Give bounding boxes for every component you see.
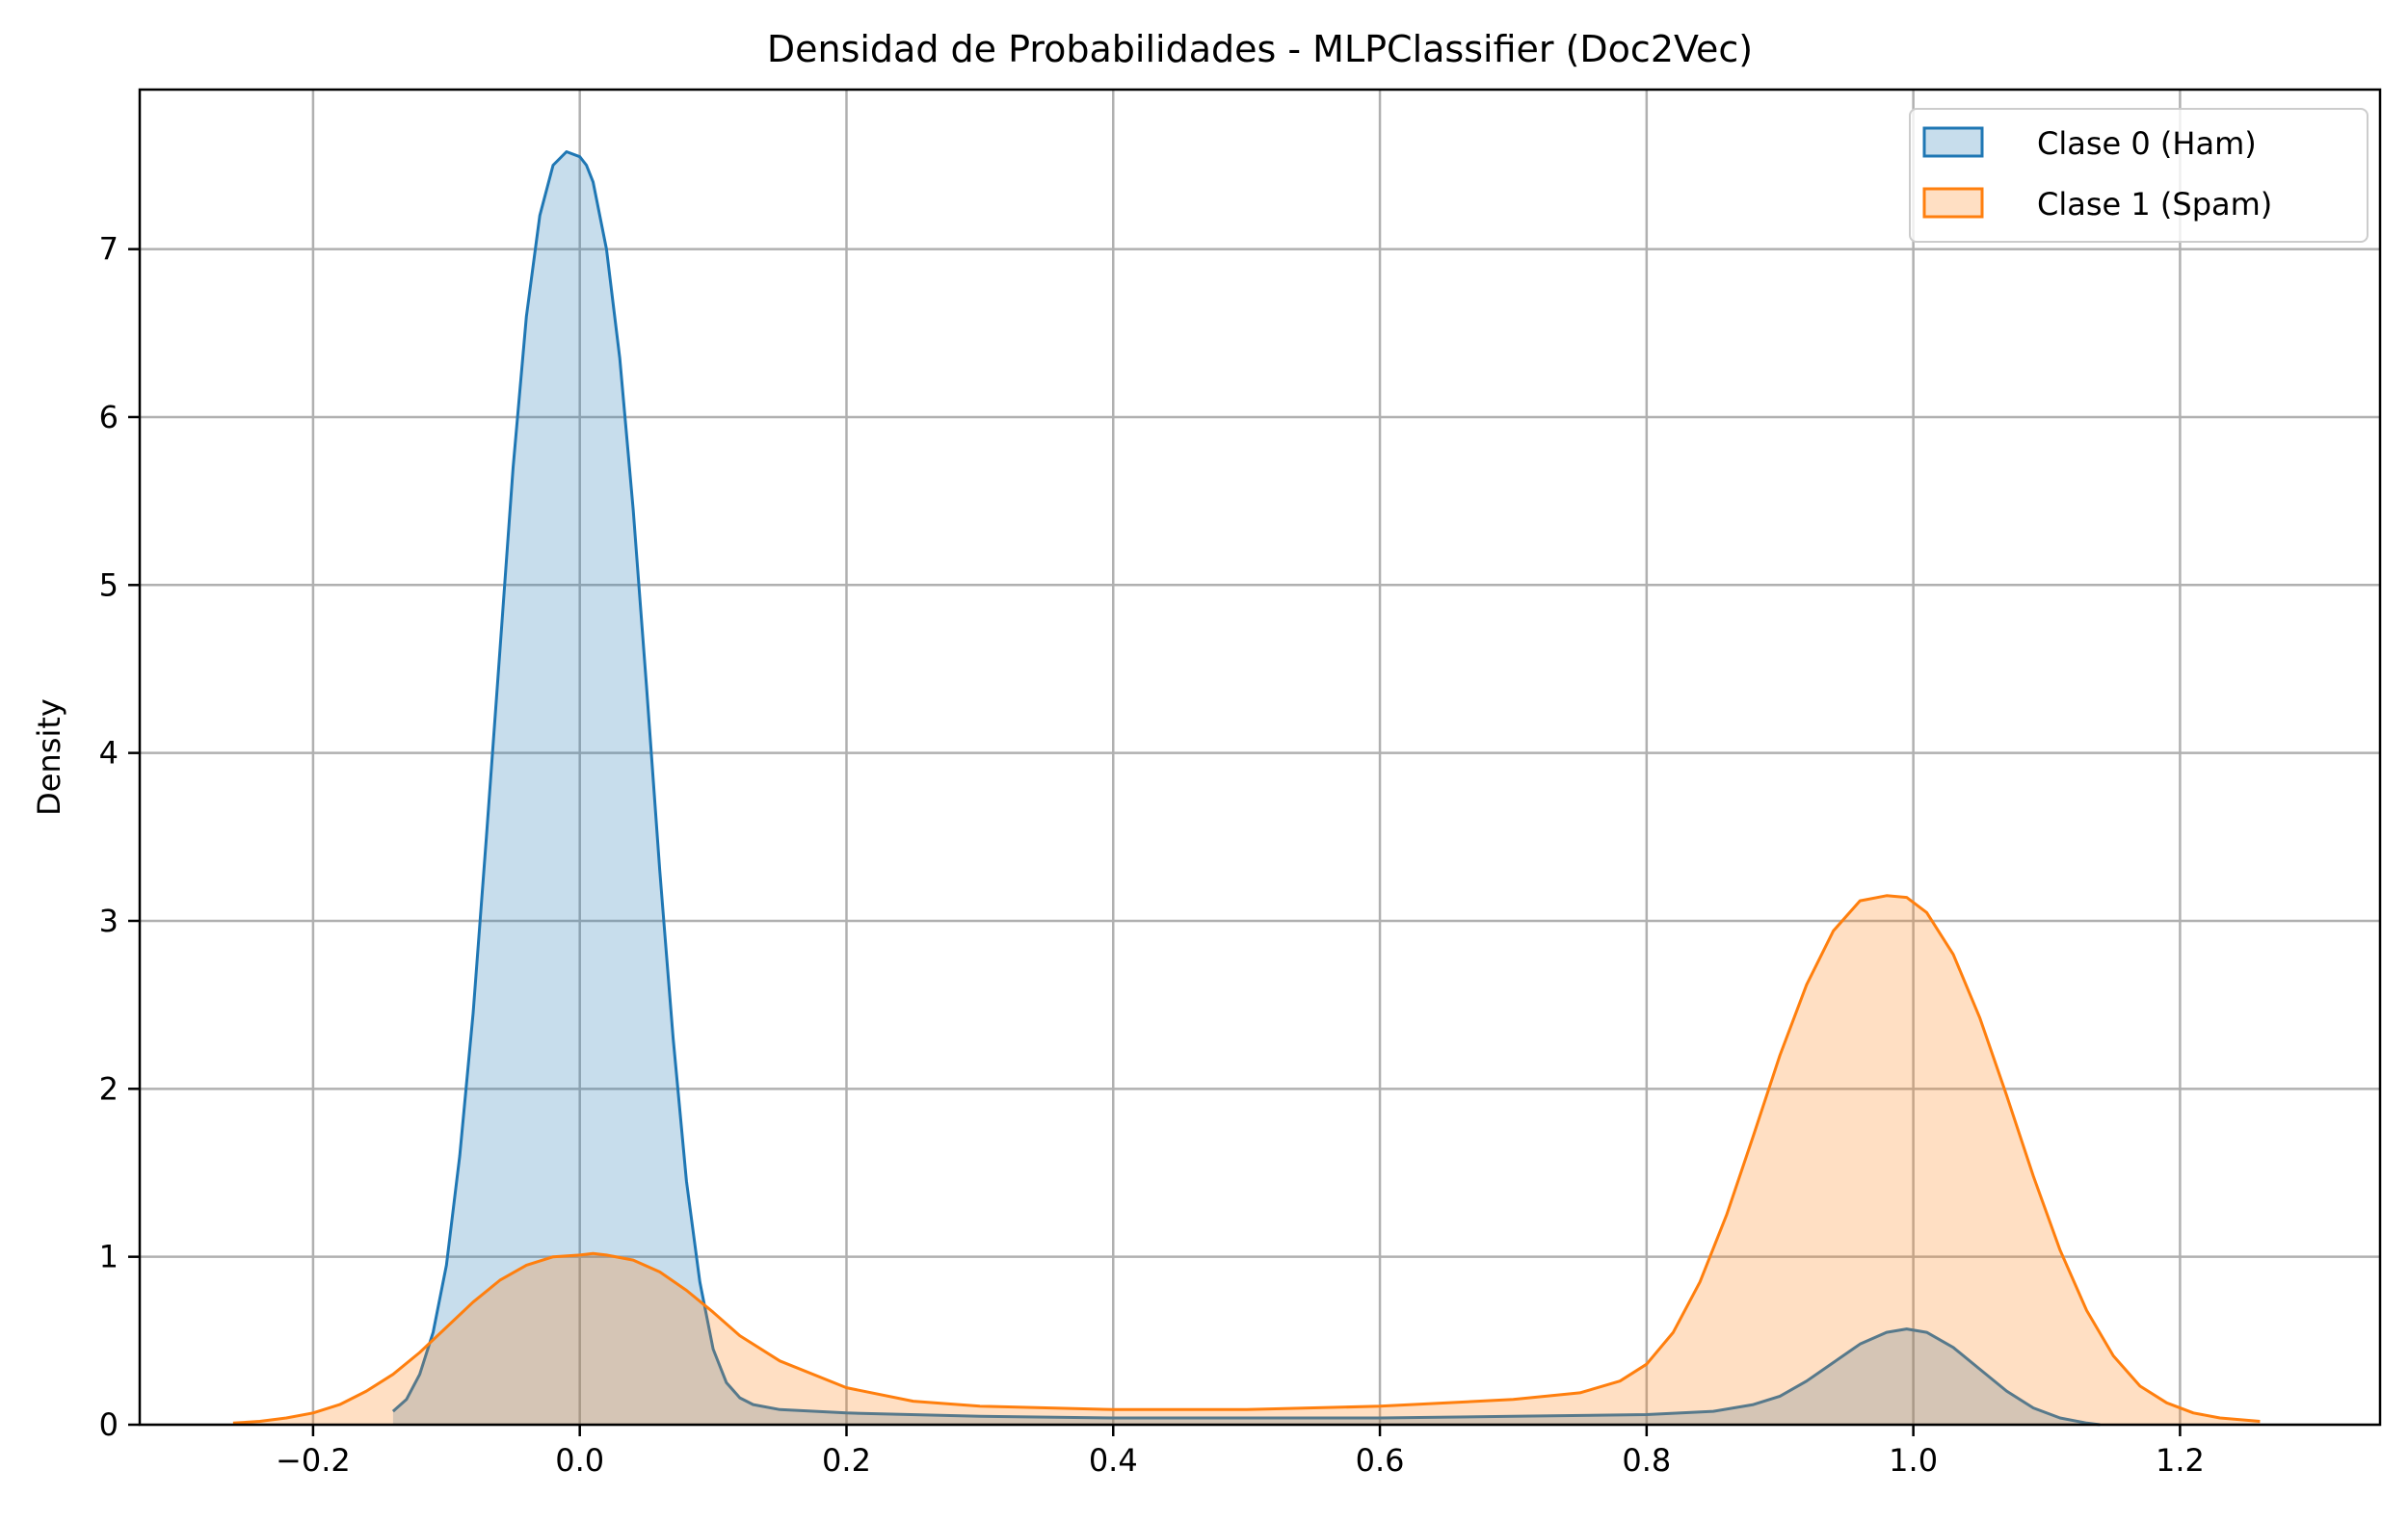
x-tick-label: 0.6 <box>1356 1442 1405 1479</box>
y-axis-label: Density <box>31 698 67 816</box>
y-tick-label: 1 <box>99 1239 119 1275</box>
legend-swatch <box>1922 187 1984 219</box>
y-tick-label: 5 <box>99 566 119 603</box>
series-line-clase-1 <box>232 894 2261 1425</box>
x-tick-label: 0.4 <box>1089 1442 1138 1479</box>
x-tick-label: 0.8 <box>1622 1442 1671 1479</box>
legend-label: Clase 1 (Spam) <box>2037 186 2272 223</box>
density-series <box>232 150 2261 1427</box>
series-area-clase-1 <box>232 895 2261 1425</box>
x-tick-label: −0.2 <box>276 1442 351 1479</box>
x-tick-label: 0.2 <box>822 1442 871 1479</box>
y-tick-label: 2 <box>99 1070 119 1107</box>
y-tick-label: 3 <box>99 903 119 939</box>
x-tick-label: 1.0 <box>1889 1442 1938 1479</box>
y-tick-label: 4 <box>99 735 119 772</box>
series-area-clase-0 <box>392 151 2101 1425</box>
y-tick-label: 6 <box>99 399 119 435</box>
series-line-clase-0 <box>391 150 2101 1427</box>
legend: Clase 0 (Ham) Clase 1 (Spam) <box>1909 108 2368 243</box>
chart-title: Densidad de Probabilidades - MLPClassifi… <box>767 28 1753 70</box>
axis-ticks: −0.2 0.0 0.2 0.4 0.6 0.8 1.0 1.2 0 1 2 3 4 5 6 7 <box>99 231 2205 1479</box>
y-tick-label: 0 <box>99 1406 119 1443</box>
plot-frame <box>138 88 2382 1427</box>
legend-label: Clase 0 (Ham) <box>2037 125 2257 162</box>
x-tick-label: 1.2 <box>2156 1442 2205 1479</box>
legend-box <box>1909 108 2368 243</box>
y-tick-label: 7 <box>99 231 119 268</box>
x-tick-label: 0.0 <box>555 1442 604 1479</box>
legend-swatch <box>1922 126 1984 158</box>
